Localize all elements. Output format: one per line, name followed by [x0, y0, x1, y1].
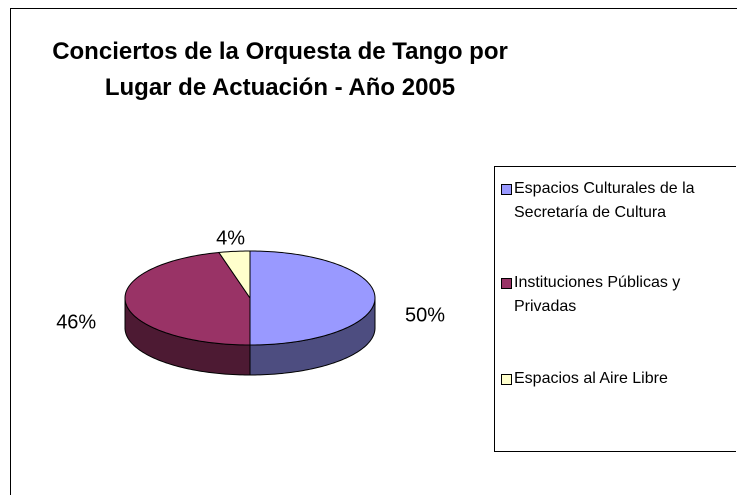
legend-swatch: [501, 374, 512, 385]
data-label: 4%: [216, 228, 245, 250]
slice: [218, 250, 251, 300]
legend-label: Espacios Culturales de la Secretaría de …: [514, 180, 695, 221]
slice: [249, 250, 376, 346]
legend-entry: Espacios al Aire Libre: [501, 367, 731, 391]
legend-label: Espacios al Aire Libre: [514, 370, 668, 387]
data-label: 46%: [56, 312, 96, 334]
legend-entry: Instituciones Públicas y Privadas: [501, 271, 731, 319]
legend-entry: Espacios Culturales de la Secretaría de …: [501, 177, 731, 225]
legend-swatch: [501, 184, 512, 195]
legend-swatch: [501, 278, 512, 289]
legend: Espacios Culturales de la Secretaría de …: [494, 166, 736, 452]
data-label: 50%: [405, 304, 445, 326]
legend-label: Instituciones Públicas y Privadas: [514, 274, 681, 315]
slice: [124, 251, 251, 346]
chart-title: Conciertos de la Orquesta de Tango por L…: [52, 38, 508, 101]
